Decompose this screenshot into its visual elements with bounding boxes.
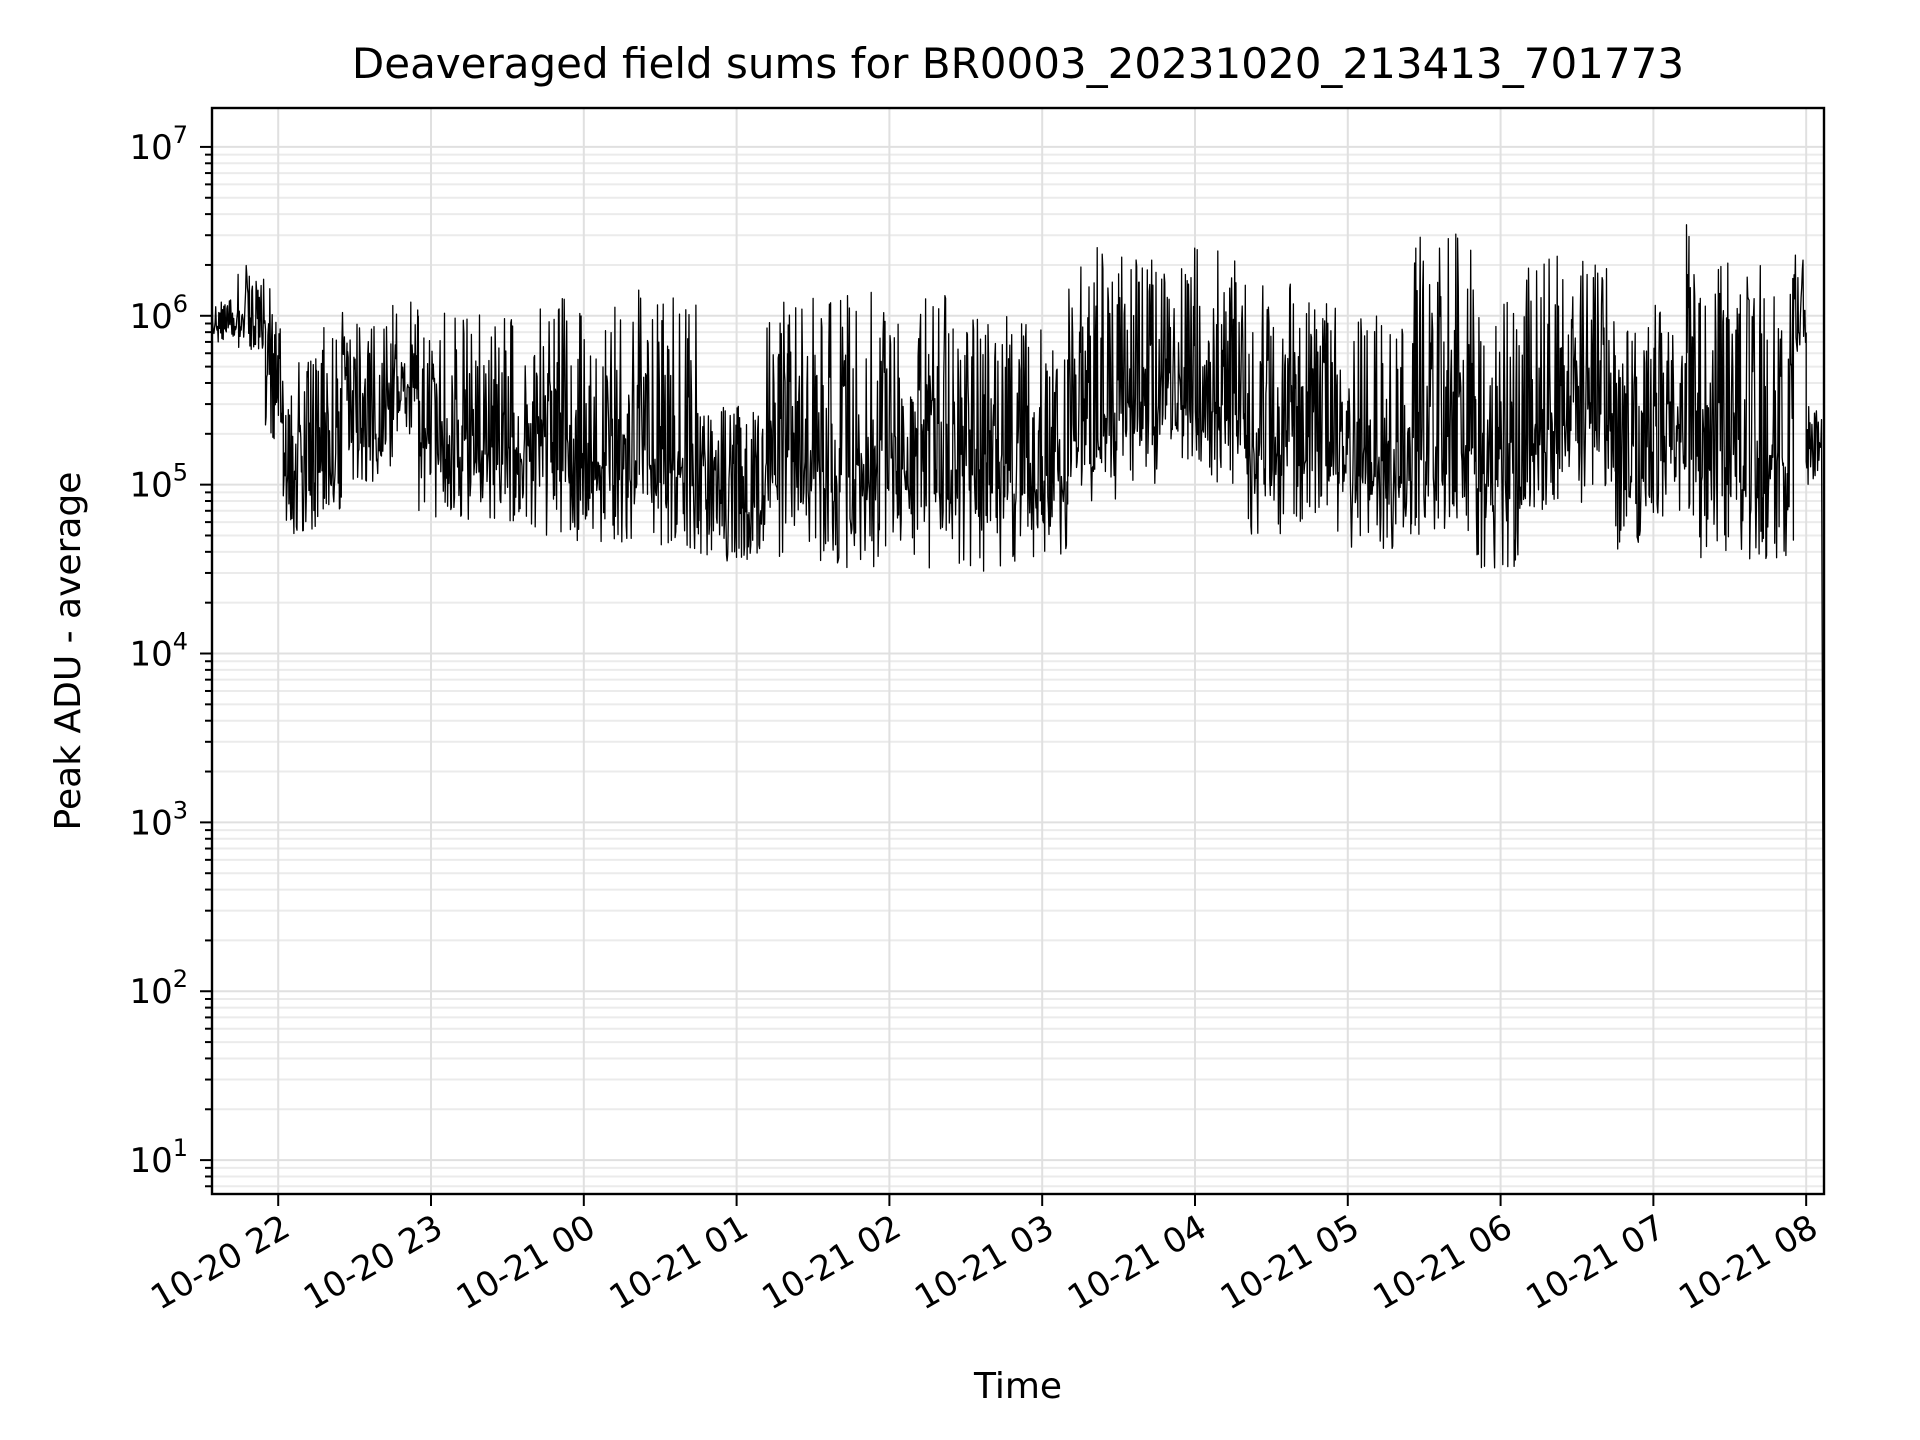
plot-frame: [210, 106, 1826, 1196]
series-layer: [211, 224, 1825, 1195]
y-tick-label: 104: [129, 628, 188, 675]
chart-title: Deaveraged field sums for BR0003_2023102…: [352, 39, 1684, 88]
grid: [212, 108, 1824, 1194]
y-tick-label: 103: [129, 796, 188, 843]
x-axis-label: Time: [973, 1366, 1062, 1407]
y-tick-label: 101: [129, 1134, 188, 1181]
y-tick-label: 106: [129, 290, 188, 337]
y-tick-label: 105: [129, 459, 188, 506]
y-tick-label: 102: [129, 965, 188, 1012]
y-axis-label: Peak ADU - average: [48, 472, 89, 831]
series-line: [211, 224, 1825, 1195]
y-tick-label: 107: [129, 121, 188, 168]
